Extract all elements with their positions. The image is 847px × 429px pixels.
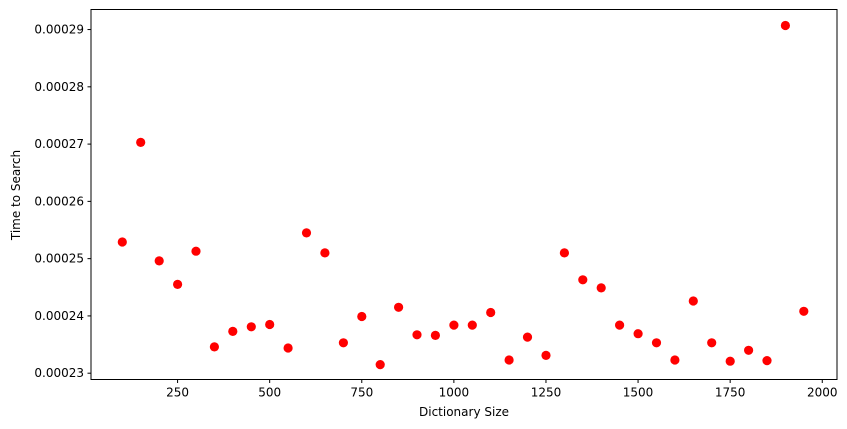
data-point	[744, 345, 754, 355]
y-tick-label: 0.00029	[34, 23, 84, 37]
data-point	[799, 306, 809, 316]
data-point	[301, 228, 312, 238]
data-point	[670, 355, 680, 365]
data-point	[228, 326, 238, 336]
x-axis-label: Dictionary Size	[419, 405, 509, 419]
data-point	[136, 137, 146, 147]
data-point	[357, 311, 367, 322]
data-point	[449, 320, 459, 330]
data-point	[725, 356, 735, 366]
data-point	[283, 343, 293, 353]
y-tick-label: 0.00027	[34, 137, 84, 151]
data-point	[541, 350, 551, 360]
data-point	[265, 319, 275, 330]
data-point	[651, 338, 662, 348]
y-axis-ticks: 0.00023 0.00024 0.00025 0.00026 0.00027 0.000…	[34, 23, 91, 380]
data-point	[578, 275, 588, 285]
data-point	[504, 355, 514, 365]
y-tick-label: 0.00025	[34, 252, 84, 266]
y-axis-label: Time to Search	[9, 150, 23, 241]
y-tick-label: 0.00026	[34, 194, 84, 208]
data-point	[209, 342, 219, 352]
data-point	[117, 237, 127, 247]
data-point	[486, 307, 496, 318]
data-points	[117, 20, 809, 370]
data-point	[191, 246, 201, 256]
data-point	[394, 302, 404, 312]
y-tick-label: 0.00028	[34, 80, 84, 94]
data-point	[780, 20, 791, 31]
x-tick-label: 1000	[439, 386, 470, 400]
plot-frame	[90, 9, 838, 380]
data-point	[154, 256, 164, 266]
data-point	[559, 248, 570, 258]
data-point	[762, 356, 772, 366]
data-point	[633, 329, 643, 339]
data-point	[430, 330, 440, 340]
data-point	[173, 279, 183, 289]
data-point	[246, 322, 256, 332]
data-point	[375, 360, 385, 370]
data-point	[320, 248, 330, 258]
y-tick-label: 0.00023	[34, 366, 84, 380]
x-tick-label: 1500	[623, 386, 654, 400]
x-tick-label: 2000	[807, 386, 838, 400]
y-tick-label: 0.00024	[34, 309, 84, 323]
data-point	[596, 283, 606, 293]
x-tick-label: 250	[166, 386, 189, 400]
data-point	[688, 296, 698, 306]
data-point	[522, 332, 533, 342]
x-tick-label: 1750	[715, 386, 746, 400]
x-axis-ticks: 250 500 750 1000 1250 1500 1750 2000	[166, 379, 838, 400]
data-point	[707, 338, 717, 348]
x-tick-label: 1250	[531, 386, 562, 400]
data-point	[412, 330, 422, 340]
x-tick-label: 500	[258, 386, 281, 400]
data-point	[615, 320, 625, 330]
data-point	[338, 338, 348, 348]
x-tick-label: 750	[350, 386, 373, 400]
data-point	[467, 320, 477, 330]
